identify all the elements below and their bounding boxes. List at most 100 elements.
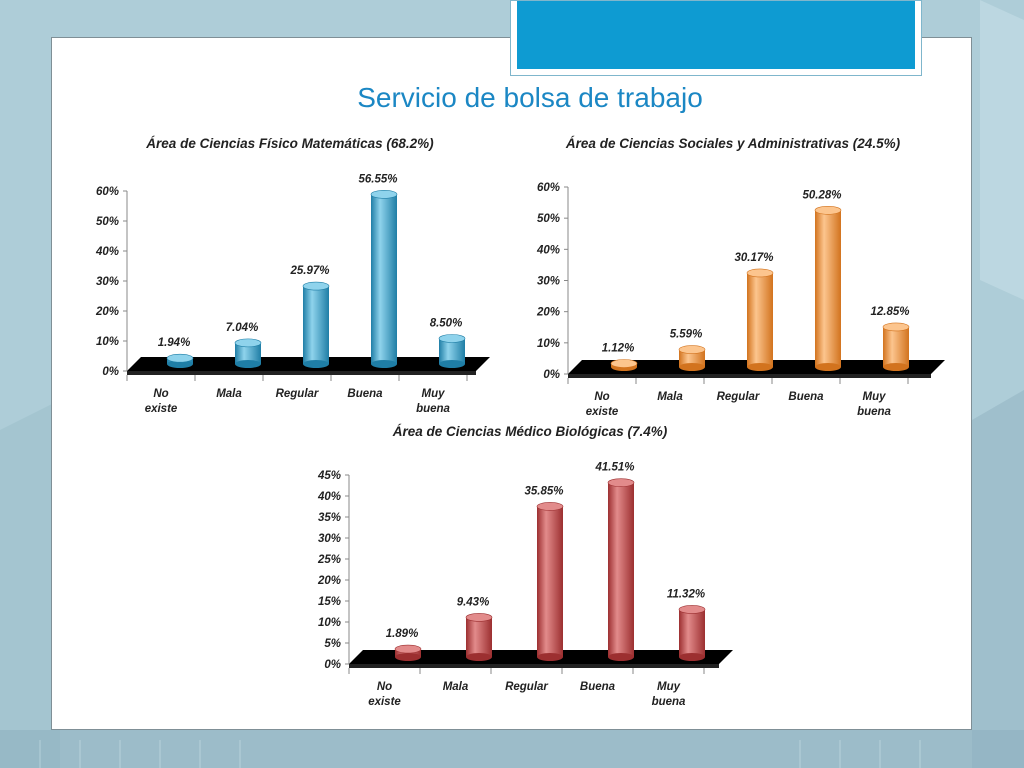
- title-accent-fill: [517, 1, 915, 69]
- category-label: Mala: [657, 391, 683, 403]
- bar-top: [610, 359, 638, 368]
- bar: [371, 194, 397, 364]
- data-label: 8.50%: [430, 318, 463, 330]
- y-tick-label: 60%: [96, 186, 119, 198]
- y-tick-label: 45%: [317, 470, 341, 482]
- bar-top: [607, 478, 635, 487]
- data-label: 5.59%: [670, 329, 703, 341]
- category-label: Muy: [863, 391, 887, 403]
- chart-title-medico-biologicas: Área de Ciencias Médico Biológicas (7.4%…: [392, 424, 668, 439]
- data-label: 1.94%: [158, 337, 191, 349]
- bar-base: [466, 653, 492, 661]
- category-label: No: [153, 388, 168, 400]
- bar-base: [608, 653, 634, 661]
- category-label: Buena: [788, 391, 824, 403]
- y-tick-label: 30%: [318, 533, 341, 545]
- y-tick-label: 40%: [536, 244, 560, 256]
- bar: [466, 617, 492, 657]
- y-tick-label: 15%: [318, 596, 341, 608]
- data-label: 1.12%: [602, 343, 635, 355]
- bar-top: [678, 345, 706, 354]
- y-tick-label: 50%: [96, 216, 119, 228]
- category-label: Muy: [657, 681, 681, 693]
- y-tick-label: 60%: [537, 182, 560, 194]
- bar-top: [678, 605, 706, 614]
- title-accent-box: [510, 0, 922, 76]
- slide-panel: [51, 37, 972, 730]
- data-label: 12.85%: [870, 306, 909, 318]
- bar-base: [679, 653, 705, 661]
- bar: [883, 326, 909, 367]
- category-label: Mala: [443, 681, 469, 693]
- bar-base: [537, 653, 563, 661]
- bar-top: [302, 281, 330, 291]
- category-label: No: [377, 681, 392, 693]
- y-tick-label: 0%: [543, 369, 560, 381]
- category-label: No: [594, 391, 609, 403]
- chart-title-fisico-matematicas: Área de Ciencias Físico Matemáticas (68.…: [146, 136, 434, 151]
- data-label: 1.89%: [386, 628, 419, 640]
- category-label: buena: [857, 406, 891, 418]
- category-label: Muy: [422, 388, 446, 400]
- bar-top: [166, 353, 194, 363]
- data-label: 56.55%: [358, 173, 397, 185]
- bar-top: [370, 190, 398, 199]
- chart-floor-edge: [568, 374, 931, 378]
- bar-base: [395, 653, 421, 661]
- category-label: existe: [368, 696, 401, 708]
- y-tick-label: 25%: [317, 554, 341, 566]
- bar: [608, 482, 634, 657]
- category-label: buena: [652, 696, 686, 708]
- category-label: buena: [416, 403, 450, 415]
- bar: [679, 349, 705, 367]
- bar-base: [167, 360, 193, 368]
- y-tick-label: 5%: [324, 638, 341, 650]
- bar-top: [465, 613, 493, 622]
- chart-title-sociales-administrativas: Área de Ciencias Sociales y Administrati…: [565, 136, 901, 151]
- y-tick-label: 10%: [318, 617, 341, 629]
- y-tick-label: 50%: [537, 213, 560, 225]
- data-label: 50.28%: [802, 189, 841, 201]
- data-label: 35.85%: [524, 485, 563, 497]
- bar-base: [439, 360, 465, 368]
- category-label: Buena: [347, 388, 383, 400]
- bar-top: [814, 205, 842, 215]
- category-label: Regular: [276, 388, 319, 400]
- y-tick-label: 40%: [317, 491, 341, 503]
- y-tick-label: 30%: [96, 276, 119, 288]
- y-tick-label: 10%: [96, 336, 119, 348]
- chart-floor-edge: [349, 664, 719, 668]
- bar: [679, 609, 705, 657]
- y-tick-label: 0%: [102, 366, 119, 378]
- bar-top: [882, 322, 910, 332]
- bar: [303, 286, 329, 364]
- data-label: 7.04%: [226, 322, 259, 334]
- category-label: existe: [145, 403, 178, 415]
- bar: [537, 506, 563, 657]
- category-label: existe: [586, 406, 619, 418]
- y-tick-label: 10%: [537, 338, 560, 350]
- y-tick-label: 0%: [324, 659, 341, 671]
- data-label: 30.17%: [734, 252, 773, 264]
- y-tick-label: 30%: [537, 276, 560, 288]
- chart-floor-edge: [127, 371, 476, 375]
- bar-top: [394, 644, 422, 654]
- bar-base: [235, 360, 261, 368]
- data-label: 9.43%: [457, 596, 490, 608]
- bar-base: [303, 360, 329, 368]
- data-label: 41.51%: [594, 462, 634, 474]
- y-tick-label: 20%: [536, 307, 560, 319]
- bar-base: [371, 360, 397, 368]
- category-label: Mala: [216, 388, 242, 400]
- bar: [815, 210, 841, 367]
- y-tick-label: 20%: [95, 306, 119, 318]
- y-tick-label: 40%: [95, 246, 119, 258]
- bar-base: [747, 363, 773, 371]
- category-label: Regular: [505, 681, 548, 693]
- bar-top: [536, 502, 564, 511]
- data-label: 11.32%: [667, 588, 705, 600]
- category-label: Regular: [717, 391, 760, 403]
